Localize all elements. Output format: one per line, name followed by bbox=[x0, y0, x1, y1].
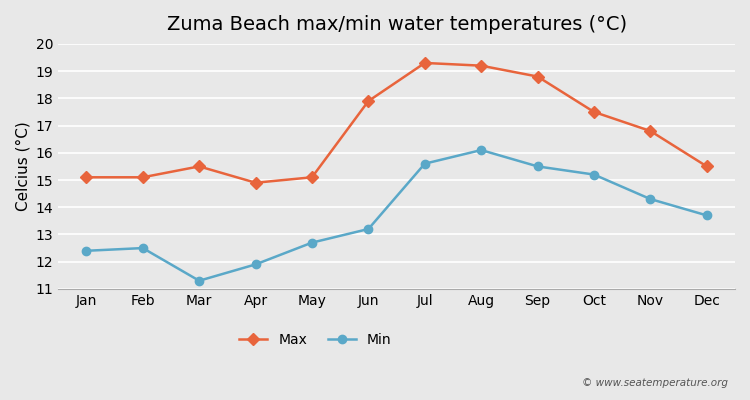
Min bbox=[82, 248, 91, 253]
Legend: Max, Min: Max, Min bbox=[234, 328, 397, 353]
Max bbox=[646, 129, 655, 134]
Max bbox=[364, 99, 373, 104]
Min bbox=[251, 262, 260, 267]
Min bbox=[477, 148, 486, 152]
Min bbox=[702, 213, 711, 218]
Min bbox=[533, 164, 542, 169]
Text: © www.seatemperature.org: © www.seatemperature.org bbox=[581, 378, 728, 388]
Min bbox=[646, 197, 655, 202]
Max bbox=[420, 60, 429, 65]
Max bbox=[251, 180, 260, 185]
Max bbox=[533, 74, 542, 79]
Max bbox=[590, 110, 598, 114]
Min bbox=[590, 172, 598, 177]
Max bbox=[477, 63, 486, 68]
Min bbox=[364, 227, 373, 232]
Title: Zuma Beach max/min water temperatures (°C): Zuma Beach max/min water temperatures (°… bbox=[166, 15, 627, 34]
Y-axis label: Celcius (°C): Celcius (°C) bbox=[15, 122, 30, 211]
Max bbox=[82, 175, 91, 180]
Line: Max: Max bbox=[82, 59, 711, 187]
Min bbox=[138, 246, 147, 250]
Min bbox=[195, 278, 204, 283]
Line: Min: Min bbox=[82, 146, 711, 285]
Max bbox=[138, 175, 147, 180]
Min bbox=[420, 161, 429, 166]
Max bbox=[195, 164, 204, 169]
Max bbox=[308, 175, 316, 180]
Max bbox=[702, 164, 711, 169]
Min bbox=[308, 240, 316, 245]
